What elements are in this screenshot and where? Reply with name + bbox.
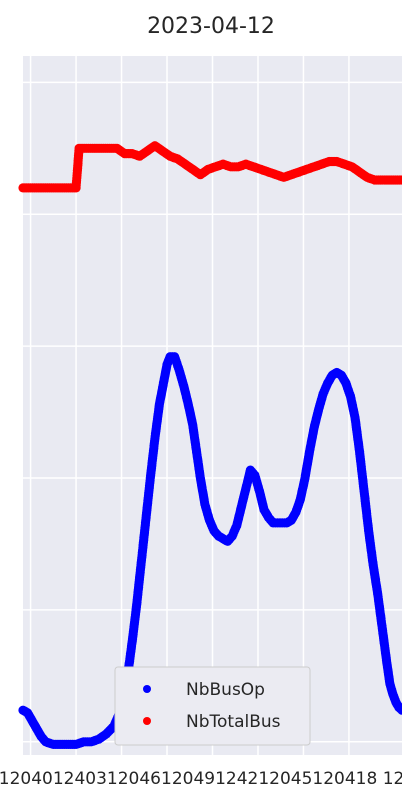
legend-marker-nbtotalbus (143, 717, 151, 725)
data-point (397, 705, 402, 715)
data-point (397, 175, 402, 185)
x-tick-labels: -12040124031204612049124212045120418 12 … (0, 769, 402, 789)
legend-marker-nbbusop (143, 685, 151, 693)
legend: NbBusOp NbTotalBus (114, 666, 311, 746)
chart-title: 2023-04-12 (147, 14, 275, 39)
legend-label-nbbusop: NbBusOp (186, 680, 265, 700)
legend-label-nbtotalbus: NbTotalBus (186, 712, 281, 732)
legend-box (114, 666, 311, 746)
series-nbtotalbus (18, 141, 402, 193)
